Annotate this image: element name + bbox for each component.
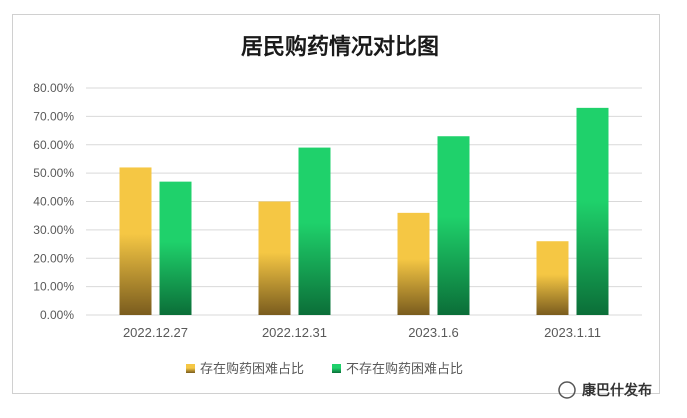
legend: 存在购药困难占比 不存在购药困难占比 [186,361,463,377]
x-tick-label: 2022.12.27 [123,325,188,340]
bar-no-difficulty [159,181,192,315]
x-tick-label: 2023.1.11 [544,325,601,340]
watermark: 康巴什发布 [558,381,652,399]
chat-bubble-icon [558,381,576,399]
y-tick-label: 60.00% [33,138,74,152]
bar-no-difficulty [576,107,609,315]
legend-label: 存在购药困难占比 [200,361,304,377]
bar-no-difficulty [298,147,331,315]
legend-swatch [186,364,195,373]
x-tick-label: 2023.1.6 [408,325,459,340]
y-axis: 0.00% 10.00% 20.00% 30.00% 40.00% 50.00% 60.00… [33,81,74,322]
y-tick-label: 70.00% [33,109,74,123]
y-tick-label: 20.00% [33,251,74,265]
y-tick-label: 10.00% [33,280,74,294]
legend-label: 不存在购药困难占比 [346,361,463,377]
y-tick-label: 50.00% [33,166,74,180]
y-tick-label: 30.00% [33,223,74,237]
y-tick-label: 40.00% [33,195,74,209]
y-tick-label: 0.00% [40,308,74,322]
x-tick-label: 2022.12.31 [262,325,327,340]
chart-title: 居民购药情况对比图 [241,34,439,60]
bar-difficulty [397,212,430,315]
bar-difficulty [258,201,291,315]
y-tick-label: 80.00% [33,81,74,95]
bar-no-difficulty [437,136,470,315]
bars [119,107,609,315]
legend-swatch [332,364,341,373]
bar-difficulty [119,167,152,315]
x-axis: 2022.12.27 2022.12.31 2023.1.6 2023.1.11 [123,325,601,340]
bar-difficulty [536,241,569,315]
watermark-label: 康巴什发布 [582,382,652,399]
